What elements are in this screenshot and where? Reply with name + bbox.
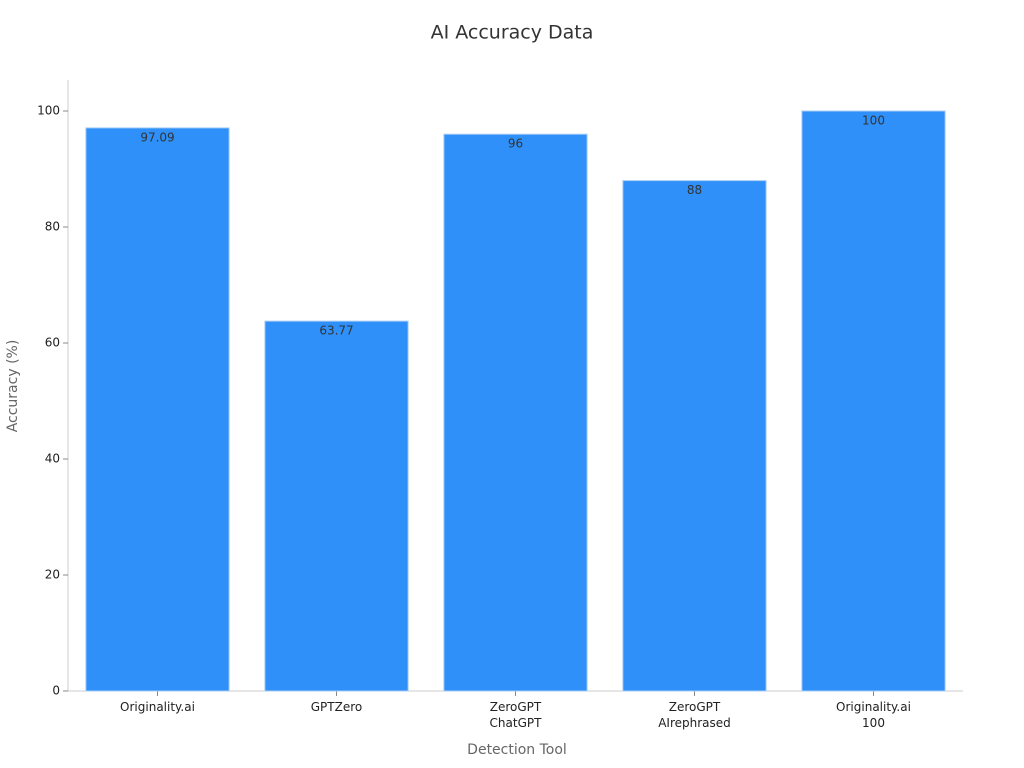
x-tick-label: Originality.ai <box>120 700 195 714</box>
bar <box>801 110 946 692</box>
x-tick-label: GPTZero <box>311 700 362 714</box>
value-label: 96 <box>508 137 523 151</box>
x-tick-label: Originality.ai 100 <box>836 700 911 730</box>
y-tick-label: 60 <box>45 336 60 350</box>
value-label: 88 <box>687 183 702 197</box>
y-axis-label: Accuracy (%) <box>5 340 21 433</box>
bar <box>443 133 588 692</box>
bar <box>264 320 409 692</box>
y-tick-label: 80 <box>45 220 60 234</box>
x-tick-label: ZeroGPT ChatGPT <box>490 700 543 730</box>
x-tick-label: ZeroGPT AIrephrased <box>658 700 731 730</box>
y-tick-label: 0 <box>52 684 60 698</box>
x-axis-label: Detection Tool <box>467 742 567 758</box>
value-label: 100 <box>862 114 885 128</box>
value-label: 97.09 <box>140 130 174 144</box>
y-tick-label: 100 <box>37 104 60 118</box>
bar <box>85 127 230 692</box>
bar <box>622 180 767 692</box>
value-label: 63.77 <box>319 324 353 338</box>
y-tick-label: 20 <box>45 568 60 582</box>
y-tick-label: 40 <box>45 452 60 466</box>
chart-title: AI Accuracy Data <box>431 22 594 44</box>
